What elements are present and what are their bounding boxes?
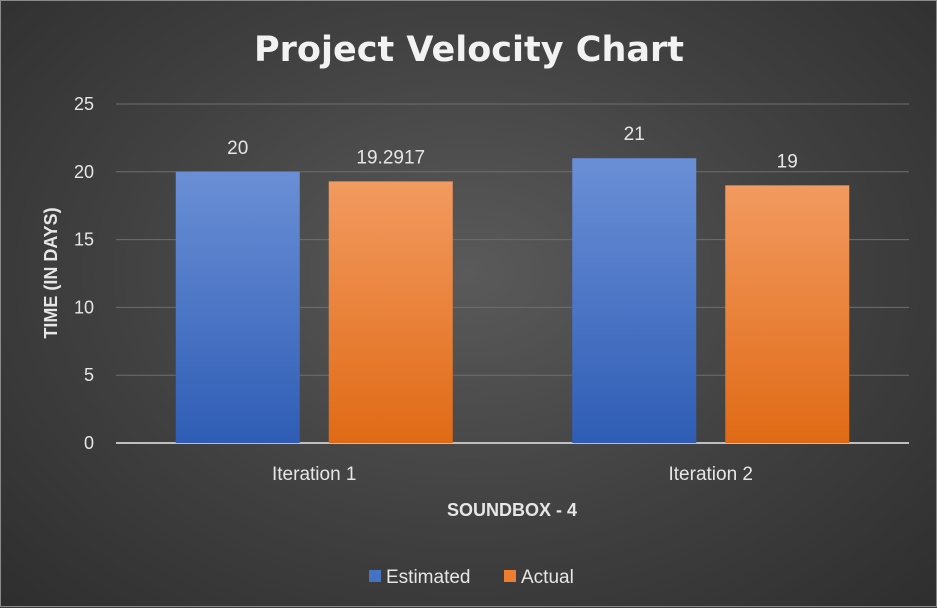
data-label: 20	[227, 138, 248, 159]
y-axis-title: TIME (IN DAYS)	[41, 207, 61, 338]
bar-estimated-2	[572, 158, 697, 444]
legend-swatch-actual	[504, 570, 516, 582]
data-label: 19.2917	[356, 147, 425, 168]
x-tick-label: Iteration 1	[272, 464, 357, 485]
y-tick-label: 20	[74, 162, 94, 182]
x-tick-labels: Iteration 1 Iteration 2	[272, 464, 753, 485]
x-tick-label: Iteration 2	[669, 464, 754, 485]
chart-title: Project Velocity Chart	[254, 30, 684, 70]
y-tick-label: 25	[74, 94, 94, 114]
y-tick-label: 10	[74, 297, 94, 317]
bar-actual-2	[725, 185, 850, 444]
y-tick-labels: 0 5 10 15 20 25	[74, 94, 94, 453]
bar-estimated-1	[175, 171, 300, 444]
x-axis-title: SOUNDBOX - 4	[447, 500, 577, 520]
bar-actual-1	[328, 181, 453, 443]
data-labels: 20 19.2917 21 19	[227, 124, 798, 172]
bars	[175, 158, 850, 444]
legend-label-actual: Actual	[521, 567, 574, 588]
legend-label-estimated: Estimated	[386, 567, 470, 588]
y-tick-label: 0	[84, 433, 94, 453]
data-label: 19	[777, 151, 798, 172]
data-label: 21	[624, 124, 645, 145]
legend: Estimated Actual	[369, 567, 574, 588]
legend-swatch-estimated	[369, 570, 381, 582]
y-tick-label: 15	[74, 230, 94, 250]
y-tick-label: 5	[84, 365, 94, 385]
